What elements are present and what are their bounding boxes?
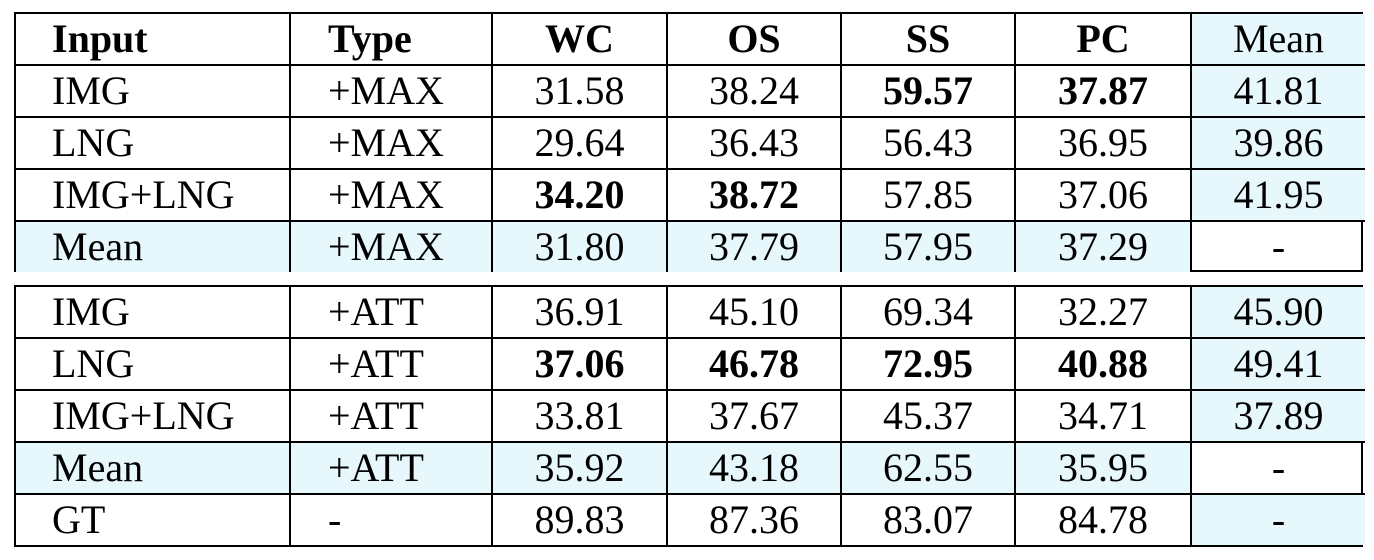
header-os: OS (666, 14, 841, 65)
header-type: Type (289, 14, 492, 65)
table-row-mean: Mean +ATT 35.92 43.18 62.55 35.95 - (16, 441, 1365, 494)
cell-pc: 37.29 (1014, 220, 1191, 272)
cell-wc: 89.83 (491, 493, 667, 545)
cell-os: 38.24 (666, 64, 841, 117)
cell-os: 37.67 (666, 389, 841, 442)
cell-pc: 35.95 (1014, 441, 1191, 494)
cell-wc: 35.92 (491, 441, 667, 494)
table-row-gt: GT - 89.83 87.36 83.07 84.78 - (16, 493, 1365, 545)
cell-pc: 37.87 (1014, 64, 1191, 117)
cell-type: +MAX (289, 64, 492, 117)
cell-pc: 37.06 (1014, 168, 1191, 221)
results-table-max: Input Type WC OS SS PC Mean IMG +MAX 31.… (14, 12, 1365, 272)
cell-wc: 33.81 (491, 389, 667, 442)
cell-wc: 34.20 (491, 168, 667, 221)
cell-pc: 34.71 (1014, 389, 1191, 442)
table-row: IMG +ATT 36.91 45.10 69.34 32.27 45.90 (16, 287, 1365, 338)
header-wc: WC (491, 14, 667, 65)
cell-mean: 39.86 (1190, 116, 1365, 169)
cell-os: 46.78 (666, 337, 841, 390)
cell-ss: 45.37 (840, 389, 1015, 442)
cell-mean: 45.90 (1190, 287, 1365, 338)
cell-ss: 83.07 (840, 493, 1015, 545)
cell-mean: 49.41 (1190, 337, 1365, 390)
table-row: IMG+LNG +MAX 34.20 38.72 57.85 37.06 41.… (16, 168, 1365, 221)
cell-ss: 62.55 (840, 441, 1015, 494)
table-row: LNG +MAX 29.64 36.43 56.43 36.95 39.86 (16, 116, 1365, 169)
cell-input: IMG (16, 64, 290, 117)
cell-os: 38.72 (666, 168, 841, 221)
cell-wc: 36.91 (491, 287, 667, 338)
cell-pc: 40.88 (1014, 337, 1191, 390)
cell-input: IMG (52, 289, 130, 334)
cell-ss: 59.57 (840, 64, 1015, 117)
cell-os: 87.36 (666, 493, 841, 545)
results-table-att: IMG +ATT 36.91 45.10 69.34 32.27 45.90 L… (14, 285, 1365, 547)
cell-mean: - (1190, 441, 1365, 494)
cell-type: +ATT (289, 441, 492, 494)
header-input: Input (52, 16, 148, 61)
header-mean: Mean (1190, 14, 1365, 65)
cell-ss: 57.95 (840, 220, 1015, 272)
cell-type: +MAX (289, 220, 492, 272)
table-row: IMG+LNG +ATT 33.81 37.67 45.37 34.71 37.… (16, 389, 1365, 442)
cell-input: IMG+LNG (16, 389, 290, 442)
header-pc: PC (1014, 14, 1191, 65)
cell-os: 43.18 (666, 441, 841, 494)
cell-os: 45.10 (666, 287, 841, 338)
cell-input: LNG (16, 337, 290, 390)
cell-mean: - (1190, 220, 1365, 272)
cell-wc: 29.64 (491, 116, 667, 169)
cell-wc: 31.58 (491, 64, 667, 117)
cell-ss: 69.34 (840, 287, 1015, 338)
table-header-row: Input Type WC OS SS PC Mean (16, 14, 1365, 65)
header-ss: SS (840, 14, 1015, 65)
cell-os: 37.79 (666, 220, 841, 272)
cell-input: GT (16, 493, 290, 545)
cell-mean: 41.81 (1190, 64, 1365, 117)
cell-type: - (289, 493, 492, 545)
cell-type: +MAX (289, 116, 492, 169)
table-row: IMG +MAX 31.58 38.24 59.57 37.87 41.81 (16, 64, 1365, 117)
cell-pc: 84.78 (1014, 493, 1191, 545)
cell-os: 36.43 (666, 116, 841, 169)
cell-type: +ATT (289, 337, 492, 390)
cell-type: +ATT (289, 389, 492, 442)
cell-pc: 32.27 (1014, 287, 1191, 338)
cell-mean: 41.95 (1190, 168, 1365, 221)
cell-input: Mean (16, 441, 290, 494)
table-row-mean: Mean +MAX 31.80 37.79 57.95 37.29 - (16, 220, 1365, 272)
cell-wc: 37.06 (491, 337, 667, 390)
cell-ss: 57.85 (840, 168, 1015, 221)
cell-ss: 72.95 (840, 337, 1015, 390)
cell-ss: 56.43 (840, 116, 1015, 169)
cell-input: Mean (16, 220, 290, 272)
cell-input: IMG+LNG (16, 168, 290, 221)
cell-mean: 37.89 (1190, 389, 1365, 442)
cell-mean: - (1190, 493, 1365, 545)
cell-wc: 31.80 (491, 220, 667, 272)
cell-type: +MAX (289, 168, 492, 221)
table-row: LNG +ATT 37.06 46.78 72.95 40.88 49.41 (16, 337, 1365, 390)
cell-input: LNG (16, 116, 290, 169)
cell-type: +ATT (289, 287, 492, 338)
cell-pc: 36.95 (1014, 116, 1191, 169)
